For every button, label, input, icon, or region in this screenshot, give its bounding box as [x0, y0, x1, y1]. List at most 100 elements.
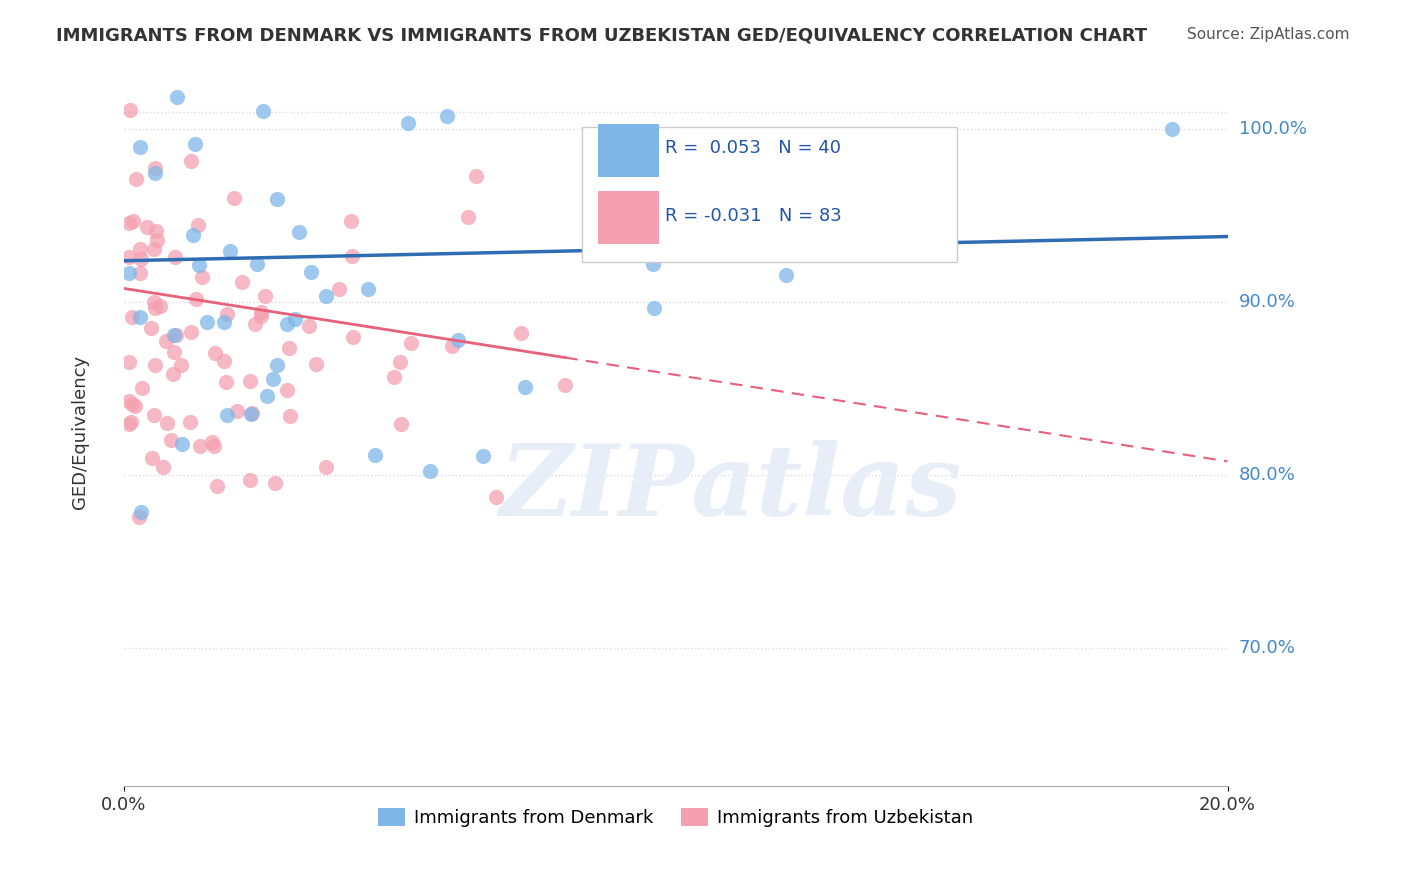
Point	[131, 505, 153, 519]
Point	[184, 137, 207, 152]
Point	[214, 315, 236, 329]
Point	[129, 139, 152, 153]
Point	[222, 191, 245, 205]
Point	[215, 376, 238, 390]
Point	[226, 404, 249, 418]
Point	[179, 326, 201, 340]
Point	[342, 330, 364, 344]
Point	[181, 227, 204, 242]
Point	[120, 415, 142, 429]
Point	[775, 268, 797, 282]
Point	[163, 328, 186, 343]
Point	[315, 459, 337, 474]
Text: GED/Equivalency: GED/Equivalency	[70, 355, 89, 509]
Text: Source: ZipAtlas.com: Source: ZipAtlas.com	[1187, 27, 1350, 42]
FancyBboxPatch shape	[582, 127, 957, 261]
Text: IMMIGRANTS FROM DENMARK VS IMMIGRANTS FROM UZBEKISTAN GED/EQUIVALENCY CORRELATIO: IMMIGRANTS FROM DENMARK VS IMMIGRANTS FR…	[56, 27, 1147, 45]
Point	[121, 310, 143, 324]
Point	[187, 258, 209, 272]
Text: R = -0.031   N = 83: R = -0.031 N = 83	[665, 207, 841, 225]
Point	[264, 476, 287, 491]
Point	[162, 368, 184, 382]
Point	[298, 319, 321, 334]
Point	[382, 370, 405, 384]
Point	[163, 344, 186, 359]
Point	[156, 417, 179, 431]
Point	[243, 317, 266, 331]
Point	[118, 355, 141, 369]
Text: R =  0.053   N = 40: R = 0.053 N = 40	[665, 139, 841, 157]
Point	[143, 359, 166, 373]
Point	[441, 339, 464, 353]
Point	[200, 434, 222, 449]
Point	[340, 214, 363, 228]
Point	[141, 451, 163, 466]
Text: 100.0%: 100.0%	[1239, 120, 1306, 138]
Point	[218, 244, 240, 258]
Point	[472, 449, 495, 463]
Point	[239, 473, 262, 487]
Point	[145, 166, 167, 180]
Point	[240, 407, 263, 421]
Point	[256, 389, 278, 403]
Point	[166, 328, 188, 343]
Point	[238, 374, 260, 388]
Point	[166, 89, 188, 103]
Point	[118, 216, 141, 230]
Point	[152, 460, 174, 475]
Point	[301, 265, 323, 279]
Point	[143, 301, 166, 316]
Point	[554, 378, 576, 392]
Point	[118, 417, 141, 431]
Point	[250, 309, 273, 323]
Point	[129, 266, 152, 280]
Point	[121, 397, 143, 411]
Point	[129, 310, 152, 324]
Point	[240, 406, 263, 420]
Text: 70.0%: 70.0%	[1239, 640, 1295, 657]
Point	[188, 439, 211, 453]
Point	[121, 214, 143, 228]
Point	[485, 490, 508, 504]
Point	[276, 384, 298, 398]
Point	[276, 317, 298, 331]
Point	[389, 417, 412, 431]
FancyBboxPatch shape	[599, 123, 659, 177]
Point	[129, 242, 152, 256]
Point	[149, 300, 172, 314]
Text: ZIPatlas: ZIPatlas	[499, 441, 962, 537]
Point	[283, 312, 305, 326]
FancyBboxPatch shape	[599, 191, 659, 244]
Point	[195, 315, 218, 329]
Point	[120, 103, 142, 117]
Point	[465, 169, 488, 183]
Point	[703, 231, 725, 245]
Point	[142, 408, 165, 422]
Point	[143, 161, 166, 175]
Point	[128, 509, 150, 524]
Point	[180, 154, 202, 169]
Point	[342, 249, 364, 263]
Point	[179, 415, 201, 429]
Point	[155, 334, 177, 349]
Point	[278, 409, 301, 423]
Point	[136, 220, 159, 235]
Point	[266, 358, 288, 372]
Point	[419, 464, 441, 478]
Point	[170, 359, 193, 373]
Point	[246, 256, 269, 270]
Point	[447, 333, 470, 347]
Point	[204, 345, 226, 359]
Point	[252, 104, 274, 119]
Point	[128, 58, 150, 72]
Point	[643, 301, 665, 316]
Point	[515, 380, 537, 394]
Point	[1161, 122, 1184, 136]
Point	[396, 116, 419, 130]
Point	[118, 394, 141, 409]
Point	[305, 357, 328, 371]
Point	[131, 381, 153, 395]
Point	[955, 37, 977, 51]
Point	[509, 326, 531, 341]
Point	[328, 282, 350, 296]
